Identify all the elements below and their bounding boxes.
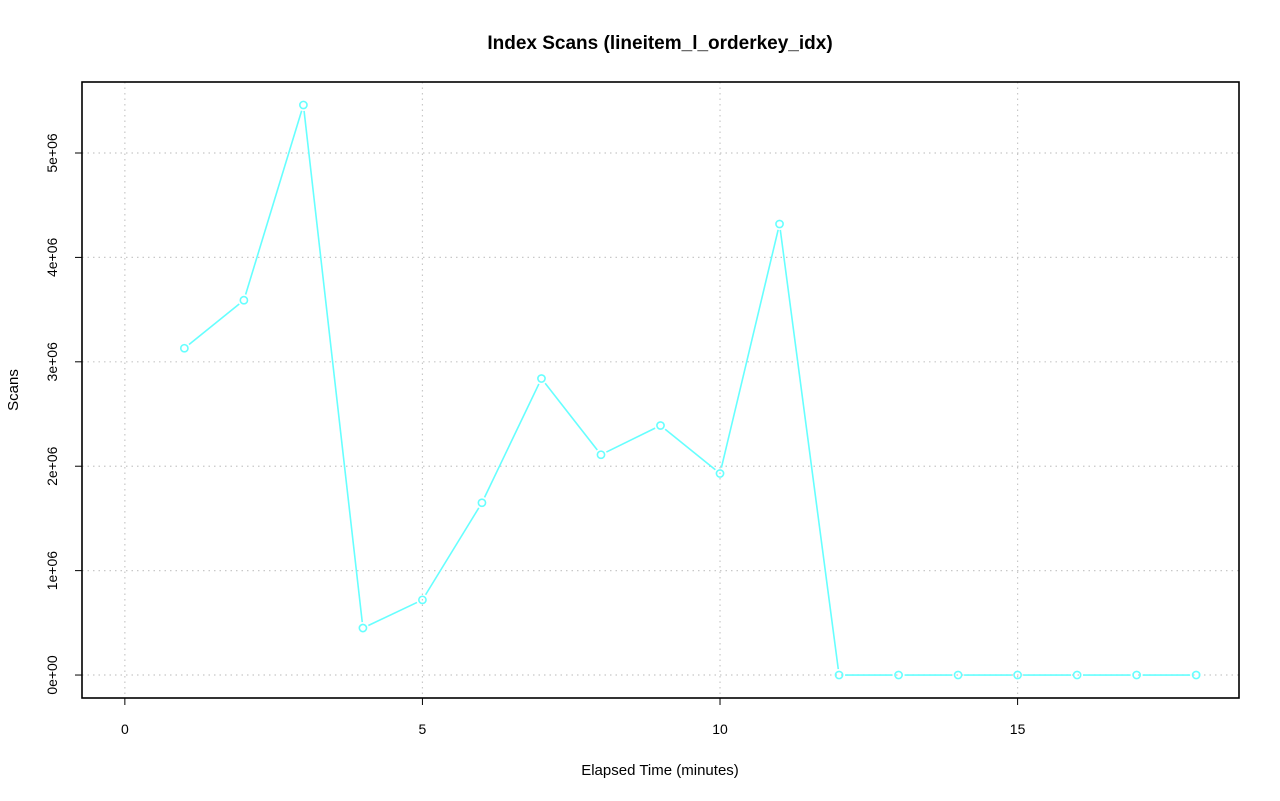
- y-axis-label: Scans: [5, 369, 22, 411]
- series-line-segment: [483, 383, 540, 498]
- series-line-segment: [188, 303, 240, 346]
- data-point-1: [179, 343, 189, 353]
- data-point-8: [596, 450, 606, 460]
- x-tick-label: 10: [712, 721, 728, 737]
- data-point-4: [358, 623, 368, 633]
- x-tick-label: 0: [121, 721, 129, 737]
- data-point-11: [775, 219, 784, 229]
- data-point-18: [1191, 670, 1201, 680]
- x-tick-label: 15: [1010, 721, 1026, 737]
- x-tick-label: 5: [419, 721, 427, 737]
- series-line-segment: [303, 110, 364, 623]
- chart-title: Index Scans (lineitem_l_orderkey_idx): [487, 33, 832, 54]
- series-line-segment: [779, 229, 840, 670]
- y-tick-label: 1e+06: [44, 551, 60, 591]
- y-tick-label: 2e+06: [44, 446, 60, 486]
- data-point-6: [477, 498, 487, 508]
- data-point-10: [715, 469, 725, 478]
- data-point-2: [239, 295, 249, 305]
- plot-frame: [81, 81, 1240, 699]
- data-point-13: [894, 670, 903, 680]
- data-point-9: [656, 421, 665, 430]
- data-point-17: [1132, 670, 1142, 680]
- series-line-segment: [720, 229, 779, 468]
- series: [179, 100, 1201, 680]
- axes: 0 5 10 15 0e+00 1e+06 2e+06 3e+06 4e+06 5e+06: [44, 133, 1026, 737]
- data-point-16: [1072, 670, 1082, 680]
- data-point-3: [299, 100, 308, 110]
- y-tick-label: 0e+00: [44, 655, 60, 695]
- series-line-segment: [367, 601, 418, 627]
- data-point-7: [537, 374, 546, 383]
- y-tick-label: 3e+06: [44, 342, 60, 382]
- series-line-segment: [424, 507, 480, 596]
- data-point-15: [1013, 670, 1022, 680]
- y-tick-label: 5e+06: [44, 133, 60, 173]
- series-line-segment: [664, 428, 716, 471]
- y-tick-label: 4e+06: [44, 238, 60, 278]
- data-point-12: [834, 670, 844, 680]
- series-line-segment: [244, 110, 303, 295]
- x-axis-label: Elapsed Time (minutes): [581, 762, 739, 779]
- series-line-segment: [544, 382, 598, 451]
- data-point-5: [418, 595, 427, 605]
- data-point-14: [953, 670, 963, 680]
- series-line-segment: [606, 427, 656, 453]
- grid: [82, 82, 1239, 698]
